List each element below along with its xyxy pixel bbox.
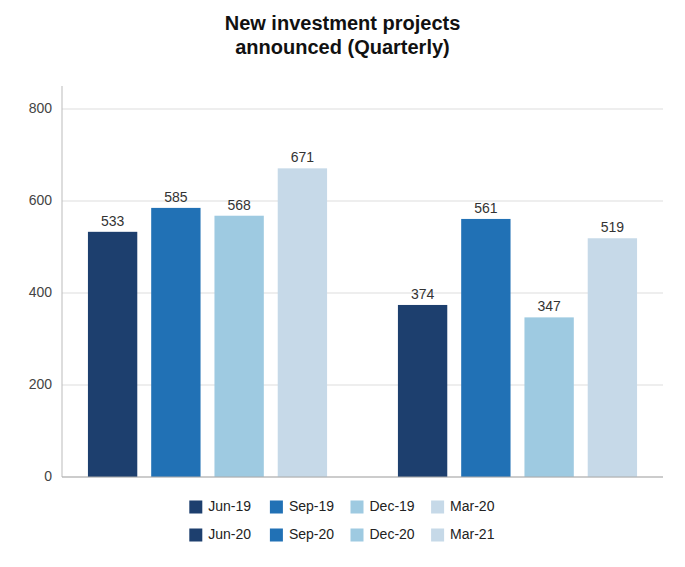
data-label: 519 [601,219,625,235]
bar [278,168,327,477]
y-tick-label: 800 [29,100,53,116]
data-label: 347 [537,298,561,314]
y-axis-line [62,86,63,477]
legend-label: Dec-20 [370,526,415,542]
chart-svg: New investment projectsannounced (Quarte… [0,0,685,567]
legend-swatch [351,501,364,514]
y-tick-label: 600 [29,192,53,208]
legend-label: Sep-20 [289,526,334,542]
bar [461,219,510,477]
bar [214,216,263,477]
bar [524,317,573,477]
data-label: 533 [101,213,125,229]
y-grid [62,109,663,477]
bars [88,168,637,477]
y-tick-label: 0 [44,468,52,484]
chart-title: New investment projectsannounced (Quarte… [225,12,461,58]
data-label: 568 [227,197,251,213]
chart-container: New investment projectsannounced (Quarte… [0,0,685,567]
x-axis-line [62,477,663,478]
legend-swatch [351,529,364,542]
legend-label: Dec-19 [370,498,415,514]
bar [398,305,447,477]
data-labels: 533 585 568 671 374 561 347 519 [101,149,624,314]
data-label: 585 [164,189,188,205]
y-tick-label: 200 [29,376,53,392]
legend-swatch [431,501,444,514]
title-line: announced (Quarterly) [235,36,449,58]
legend-label: Jun-20 [208,526,251,542]
data-label: 561 [474,200,498,216]
legend-label: Jun-19 [208,498,251,514]
grid-line [62,477,663,478]
bar [588,238,637,477]
y-tick-label: 400 [29,284,53,300]
title-line: New investment projects [225,12,461,34]
bar [151,208,200,477]
data-label: 671 [291,149,315,165]
legend-swatch [431,529,444,542]
legend-swatch [270,501,283,514]
grid-line [62,109,663,110]
legend-label: Mar-20 [450,498,495,514]
grid-line [62,201,663,202]
bar [88,232,137,477]
data-label: 374 [411,286,435,302]
legend-swatch [189,501,202,514]
legend-label: Sep-19 [289,498,334,514]
legend-swatch [270,529,283,542]
legend-label: Mar-21 [450,526,495,542]
legend-swatch [189,529,202,542]
legend: Jun-19 Sep-19 Dec-19 Mar-20 Jun-20 Sep-20 Dec-… [189,498,494,542]
